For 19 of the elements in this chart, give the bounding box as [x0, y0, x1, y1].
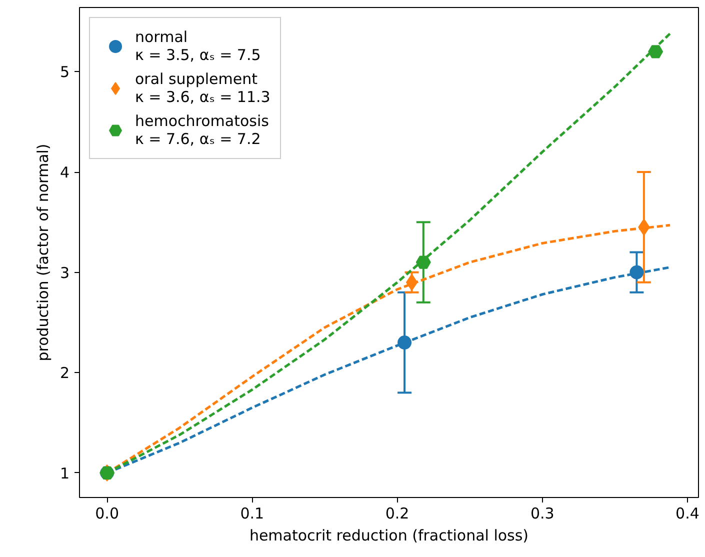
x-tick-label: 0.2	[385, 504, 410, 522]
legend-label: oral supplement κ = 3.6, αₛ = 11.3	[135, 70, 270, 106]
y-tick-label: 3	[60, 264, 70, 282]
x-tick-label: 0.1	[240, 504, 264, 522]
y-tick-label: 5	[60, 63, 70, 82]
x-axis-title: hematocrit reduction (fractional loss)	[249, 526, 529, 544]
point	[398, 336, 412, 350]
point	[416, 256, 431, 269]
y-tick-label: 4	[60, 164, 70, 182]
legend-label: hemochromatosis κ = 7.6, αₛ = 7.2	[135, 112, 269, 148]
y-tick-label: 2	[60, 364, 70, 382]
y-tick-label: 1	[60, 464, 70, 482]
point	[630, 265, 644, 280]
legend-label: normal κ = 3.5, αₛ = 7.5	[135, 28, 261, 64]
y-axis-title: production (factor of normal)	[34, 144, 52, 362]
point	[648, 45, 664, 58]
x-tick-label: 0.0	[95, 504, 119, 522]
x-tick-label: 0.4	[676, 504, 700, 522]
x-tick-label: 0.3	[530, 504, 554, 522]
